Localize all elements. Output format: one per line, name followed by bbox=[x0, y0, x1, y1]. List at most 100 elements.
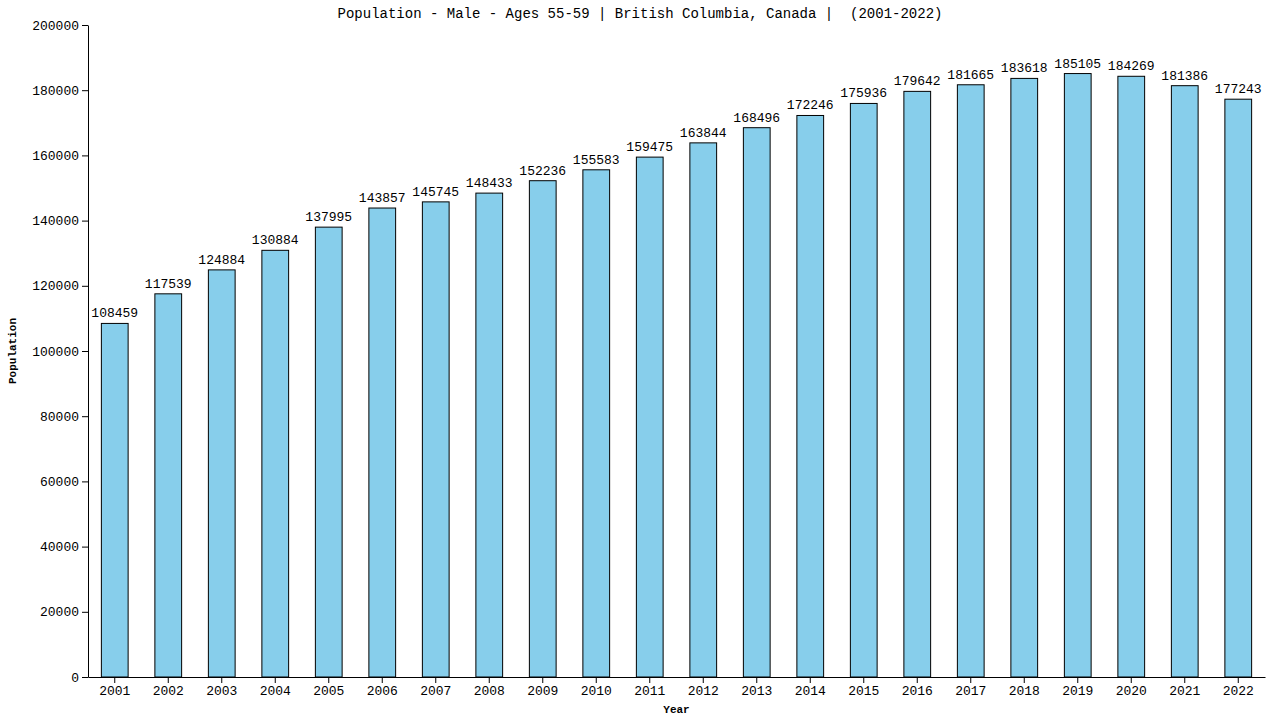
bar bbox=[743, 128, 770, 677]
data-label: 181665 bbox=[947, 68, 994, 83]
x-tick-label: 2008 bbox=[474, 684, 505, 699]
y-axis-line bbox=[88, 26, 89, 678]
x-tick: 2019 bbox=[1062, 677, 1093, 699]
x-axis-title: Year bbox=[663, 704, 689, 716]
data-label: 175936 bbox=[840, 86, 887, 101]
data-label: 177243 bbox=[1215, 82, 1262, 97]
title: Population - Male - Ages 55-59 | British… bbox=[338, 6, 943, 22]
x-tick-label: 2019 bbox=[1062, 684, 1093, 699]
plot: 0200004000060000800001000001200001400001… bbox=[32, 19, 1265, 700]
y-tick: 180000 bbox=[32, 84, 88, 99]
y-tick: 100000 bbox=[32, 345, 88, 360]
bar bbox=[315, 227, 342, 677]
y-tick-mark bbox=[82, 286, 88, 287]
x-tick-label: 2014 bbox=[795, 684, 826, 699]
y-tick-label: 40000 bbox=[40, 540, 79, 555]
x-tick: 2017 bbox=[955, 677, 986, 699]
x-tick: 2004 bbox=[260, 677, 291, 699]
y-tick-label: 80000 bbox=[40, 410, 79, 425]
x-tick: 2013 bbox=[741, 677, 772, 699]
x-tick: 2016 bbox=[902, 677, 933, 699]
y-tick-mark bbox=[82, 612, 88, 613]
data-label: 172246 bbox=[787, 98, 834, 113]
x-tick: 2021 bbox=[1169, 677, 1200, 699]
x-tick-mark bbox=[168, 677, 169, 683]
y-axis: 0200004000060000800001000001200001400001… bbox=[32, 19, 88, 686]
x-tick-label: 2004 bbox=[260, 684, 291, 699]
x-tick: 2014 bbox=[795, 677, 826, 699]
y-tick-label: 0 bbox=[71, 671, 79, 686]
x-tick: 2022 bbox=[1223, 677, 1254, 699]
bar bbox=[1011, 78, 1038, 677]
x-tick-mark bbox=[382, 677, 383, 683]
x-tick: 2008 bbox=[474, 677, 505, 699]
y-tick-mark bbox=[82, 155, 88, 156]
x-tick-mark bbox=[649, 677, 650, 683]
data-label: 143857 bbox=[359, 191, 406, 206]
x-tick-mark bbox=[810, 677, 811, 683]
data-label: 181386 bbox=[1161, 69, 1208, 84]
y-tick-mark bbox=[82, 351, 88, 352]
x-axis: 2001200220032004200520062007200820092010… bbox=[89, 677, 1266, 699]
bar bbox=[1064, 74, 1091, 677]
y-tick-mark bbox=[82, 677, 88, 678]
y-tick: 200000 bbox=[32, 19, 88, 34]
y-tick-label: 160000 bbox=[32, 149, 79, 164]
y-tick-mark bbox=[82, 547, 88, 548]
bar bbox=[476, 193, 503, 677]
data-label: 117539 bbox=[145, 277, 192, 292]
bar bbox=[208, 270, 235, 677]
bar bbox=[262, 250, 289, 677]
x-tick: 2002 bbox=[153, 677, 184, 699]
data-label: 137995 bbox=[305, 210, 352, 225]
data-label: 148433 bbox=[466, 176, 513, 191]
x-tick-mark bbox=[703, 677, 704, 683]
y-tick: 140000 bbox=[32, 214, 88, 229]
y-tick: 20000 bbox=[40, 605, 88, 620]
data-label: 159475 bbox=[626, 140, 673, 155]
x-tick-label: 2012 bbox=[688, 684, 719, 699]
x-tick: 2009 bbox=[527, 677, 558, 699]
x-tick-label: 2002 bbox=[153, 684, 184, 699]
x-tick-mark bbox=[1024, 677, 1025, 683]
y-tick-mark bbox=[82, 481, 88, 482]
y-tick: 80000 bbox=[40, 410, 88, 425]
x-tick-label: 2010 bbox=[581, 684, 612, 699]
data-label: 183618 bbox=[1001, 61, 1048, 76]
x-tick: 2010 bbox=[581, 677, 612, 699]
bar bbox=[583, 170, 610, 677]
y-tick: 120000 bbox=[32, 279, 88, 294]
x-tick: 2001 bbox=[99, 677, 130, 699]
data-labels: 1084591175391248841308841379951438571457… bbox=[91, 57, 1261, 322]
x-tick-mark bbox=[917, 677, 918, 683]
x-tick-label: 2017 bbox=[955, 684, 986, 699]
data-label: 108459 bbox=[91, 306, 138, 321]
x-tick-label: 2006 bbox=[367, 684, 398, 699]
bar bbox=[636, 157, 663, 677]
x-tick-mark bbox=[970, 677, 971, 683]
x-tick-mark bbox=[1077, 677, 1078, 683]
y-axis-title: Population bbox=[7, 318, 19, 384]
x-tick-label: 2016 bbox=[902, 684, 933, 699]
x-tick: 2011 bbox=[634, 677, 665, 699]
x-tick-mark bbox=[114, 677, 115, 683]
x-tick-mark bbox=[596, 677, 597, 683]
data-label: 179642 bbox=[894, 74, 941, 89]
data-label: 152236 bbox=[519, 164, 566, 179]
x-tick: 2015 bbox=[848, 677, 879, 699]
bar bbox=[850, 103, 877, 677]
x-tick: 2018 bbox=[1009, 677, 1040, 699]
data-label: 163844 bbox=[680, 126, 727, 141]
chart: 0200004000060000800001000001200001400001… bbox=[0, 0, 1280, 720]
x-tick-label: 2018 bbox=[1009, 684, 1040, 699]
y-tick-mark bbox=[82, 90, 88, 91]
data-label: 184269 bbox=[1108, 59, 1155, 74]
bar bbox=[422, 202, 449, 677]
bars bbox=[101, 74, 1251, 677]
x-tick-label: 2011 bbox=[634, 684, 665, 699]
x-tick: 2020 bbox=[1116, 677, 1147, 699]
y-tick-label: 200000 bbox=[32, 19, 79, 34]
x-tick-mark bbox=[221, 677, 222, 683]
data-label: 168496 bbox=[733, 111, 780, 126]
x-tick-label: 2013 bbox=[741, 684, 772, 699]
